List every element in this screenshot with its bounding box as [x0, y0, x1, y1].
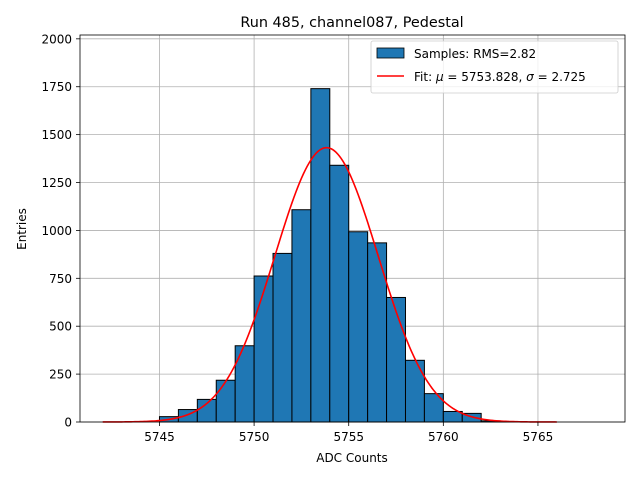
histogram-bar — [291, 209, 312, 423]
y-tick-label: 1500 — [41, 128, 72, 142]
legend-histogram-swatch — [376, 47, 405, 59]
histogram-bar — [310, 88, 331, 423]
histogram-bar — [442, 410, 463, 423]
legend-fit-mu-symbol: μ — [435, 70, 444, 84]
histogram-bar — [348, 231, 369, 423]
histogram-bar — [234, 345, 255, 423]
x-tick-label: 5750 — [239, 430, 270, 444]
y-tick-label: 750 — [49, 272, 72, 286]
histogram-bar — [367, 242, 388, 423]
legend-fit-sigma-symbol: σ — [526, 70, 534, 84]
histogram-bar — [386, 296, 406, 423]
x-tick-label: 5765 — [523, 430, 554, 444]
histogram-bar — [329, 164, 350, 423]
legend-fit-prefix: Fit: — [414, 70, 436, 84]
legend-histogram-label: Samples: RMS=2.82 — [414, 47, 536, 61]
y-axis-label: Entries — [15, 208, 29, 250]
y-tick-label: 2000 — [41, 32, 72, 46]
histogram-bar — [272, 252, 293, 423]
chart-title: Run 485, channel087, Pedestal — [240, 15, 463, 31]
x-tick-label: 5760 — [428, 430, 459, 444]
histogram-bar — [253, 275, 274, 423]
y-tick-label: 250 — [49, 368, 72, 382]
legend-fit-label: Fit: μ = 5753.828, σ = 2.725 — [414, 70, 586, 84]
x-axis-label: ADC Counts — [316, 451, 388, 465]
legend-fit-sigma-value: = 2.725 — [534, 70, 586, 84]
legend-fit-mu-value: = 5753.828, — [444, 70, 527, 84]
x-tick-label: 5755 — [333, 430, 364, 444]
y-tick-label: 1750 — [41, 80, 72, 94]
fit-curve — [102, 146, 557, 423]
y-tick-label: 1000 — [41, 224, 72, 238]
histogram-bar — [404, 359, 425, 423]
legend: Samples: RMS=2.82 Fit: μ = 5753.828, σ =… — [370, 40, 619, 94]
histogram-bars — [158, 88, 520, 423]
y-tick-label: 1250 — [41, 176, 72, 190]
plot-frame — [79, 34, 626, 423]
legend-box — [370, 40, 619, 94]
histogram-bar — [215, 379, 236, 423]
y-tick-label: 0 — [64, 416, 72, 430]
axis-ticks: 5745 5750 5755 5760 5765 0 250 500 750 1000 1250 15… — [41, 32, 553, 444]
x-tick-label: 5745 — [144, 430, 175, 444]
y-tick-label: 500 — [49, 320, 72, 334]
